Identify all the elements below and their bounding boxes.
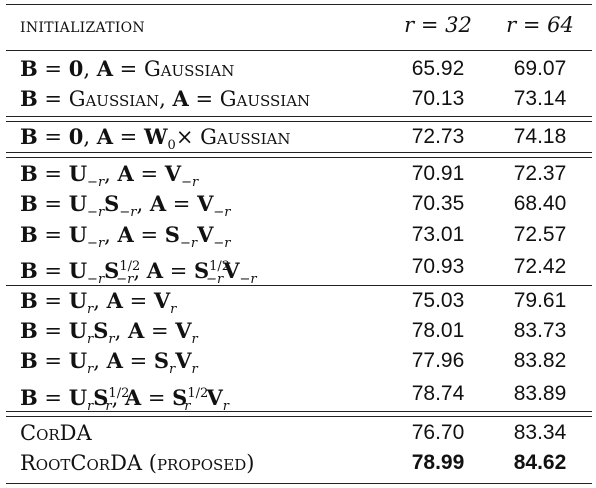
value-r32: 75.03 — [411, 289, 465, 312]
row-label: B = 0, A = Gaussian — [20, 56, 235, 81]
table-row: B = U−r, A = V−r 70.91 72.37 — [0, 159, 596, 191]
header-r32: r = 32 — [404, 13, 472, 37]
table-row: B = UrS1/2r, A = S1/2r Vr 78.74 83.89 — [0, 379, 596, 415]
value-r32: 70.13 — [411, 87, 465, 110]
value-r64: 83.73 — [513, 319, 567, 342]
table-row: B = UrSr, A = Vr 78.01 83.73 — [0, 316, 596, 348]
table-row: B = U−rS−r, A = V−r 70.35 68.40 — [0, 189, 596, 221]
row-label: CorDA — [20, 421, 92, 445]
value-r64: 84.62 — [513, 451, 567, 474]
table-row: RootCorDA (proposed) 78.99 84.62 — [0, 448, 596, 478]
value-r32: 65.92 — [411, 57, 465, 80]
group-rule-1b — [6, 121, 592, 123]
row-label: B = U−rS−r, A = V−r — [20, 191, 231, 221]
row-label: B = U−rS1/2−r, A = S1/2−rV−r — [20, 258, 257, 288]
row-label: RootCorDA (proposed) — [20, 451, 255, 475]
header-r64: r = 64 — [506, 13, 574, 37]
value-r64: 72.57 — [513, 223, 567, 246]
row-label: B = UrS1/2r, A = S1/2r Vr — [20, 385, 229, 415]
value-r32: 72.73 — [411, 125, 465, 148]
value-r32: 78.74 — [411, 382, 465, 405]
value-r64: 83.82 — [513, 349, 567, 372]
top-rule — [6, 4, 592, 6]
row-label: B = Gaussian, A = Gaussian — [20, 86, 311, 111]
value-r32: 76.70 — [411, 421, 465, 444]
row-label: B = UrSr, A = Vr — [20, 318, 198, 348]
table-row: B = 0, A = W0× Gaussian 72.73 74.18 — [0, 122, 596, 154]
header-row: initialization r = 32 r = 64 — [0, 10, 596, 40]
table-row: B = U−rS1/2−r, A = S1/2−rV−r 70.93 72.42 — [0, 252, 596, 288]
table-row: B = U−r, A = S−rV−r 73.01 72.57 — [0, 220, 596, 252]
value-r32: 73.01 — [411, 223, 465, 246]
row-label: B = U−r, A = V−r — [20, 161, 199, 191]
value-r32: 70.35 — [411, 192, 465, 215]
value-r64: 69.07 — [513, 57, 567, 80]
value-r64: 73.14 — [513, 87, 567, 110]
header-initialization: initialization — [20, 13, 145, 37]
group-rule-4b — [6, 416, 592, 418]
value-r32: 78.99 — [411, 451, 465, 474]
value-r32: 70.93 — [411, 255, 465, 278]
value-r32: 78.01 — [411, 319, 465, 342]
value-r64: 79.61 — [513, 289, 567, 312]
row-label: B = 0, A = W0× Gaussian — [20, 124, 291, 154]
value-r64: 83.34 — [513, 421, 567, 444]
value-r64: 72.42 — [513, 255, 567, 278]
group-rule-2a — [6, 152, 592, 154]
header-rule — [6, 50, 592, 52]
row-label: B = U−r, A = S−rV−r — [20, 222, 231, 252]
value-r64: 68.40 — [513, 192, 567, 215]
table-row: B = Gaussian, A = Gaussian 70.13 73.14 — [0, 84, 596, 114]
value-r32: 77.96 — [411, 349, 465, 372]
table-row: B = 0, A = Gaussian 65.92 69.07 — [0, 54, 596, 84]
row-label: B = Ur, A = SrVr — [20, 348, 198, 378]
value-r32: 70.91 — [411, 162, 465, 185]
bottom-rule — [6, 483, 592, 485]
value-r64: 72.37 — [513, 162, 567, 185]
group-rule-4a — [6, 411, 592, 413]
row-label: B = Ur, A = Vr — [20, 288, 177, 318]
value-r64: 74.18 — [513, 125, 567, 148]
value-r64: 83.89 — [513, 382, 567, 405]
group-rule-3 — [6, 285, 592, 287]
table-row: B = Ur, A = SrVr 77.96 83.82 — [0, 346, 596, 378]
table-row: B = Ur, A = Vr 75.03 79.61 — [0, 286, 596, 318]
table-row: CorDA 76.70 83.34 — [0, 418, 596, 448]
group-rule-2b — [6, 157, 592, 159]
group-rule-1a — [6, 116, 592, 118]
